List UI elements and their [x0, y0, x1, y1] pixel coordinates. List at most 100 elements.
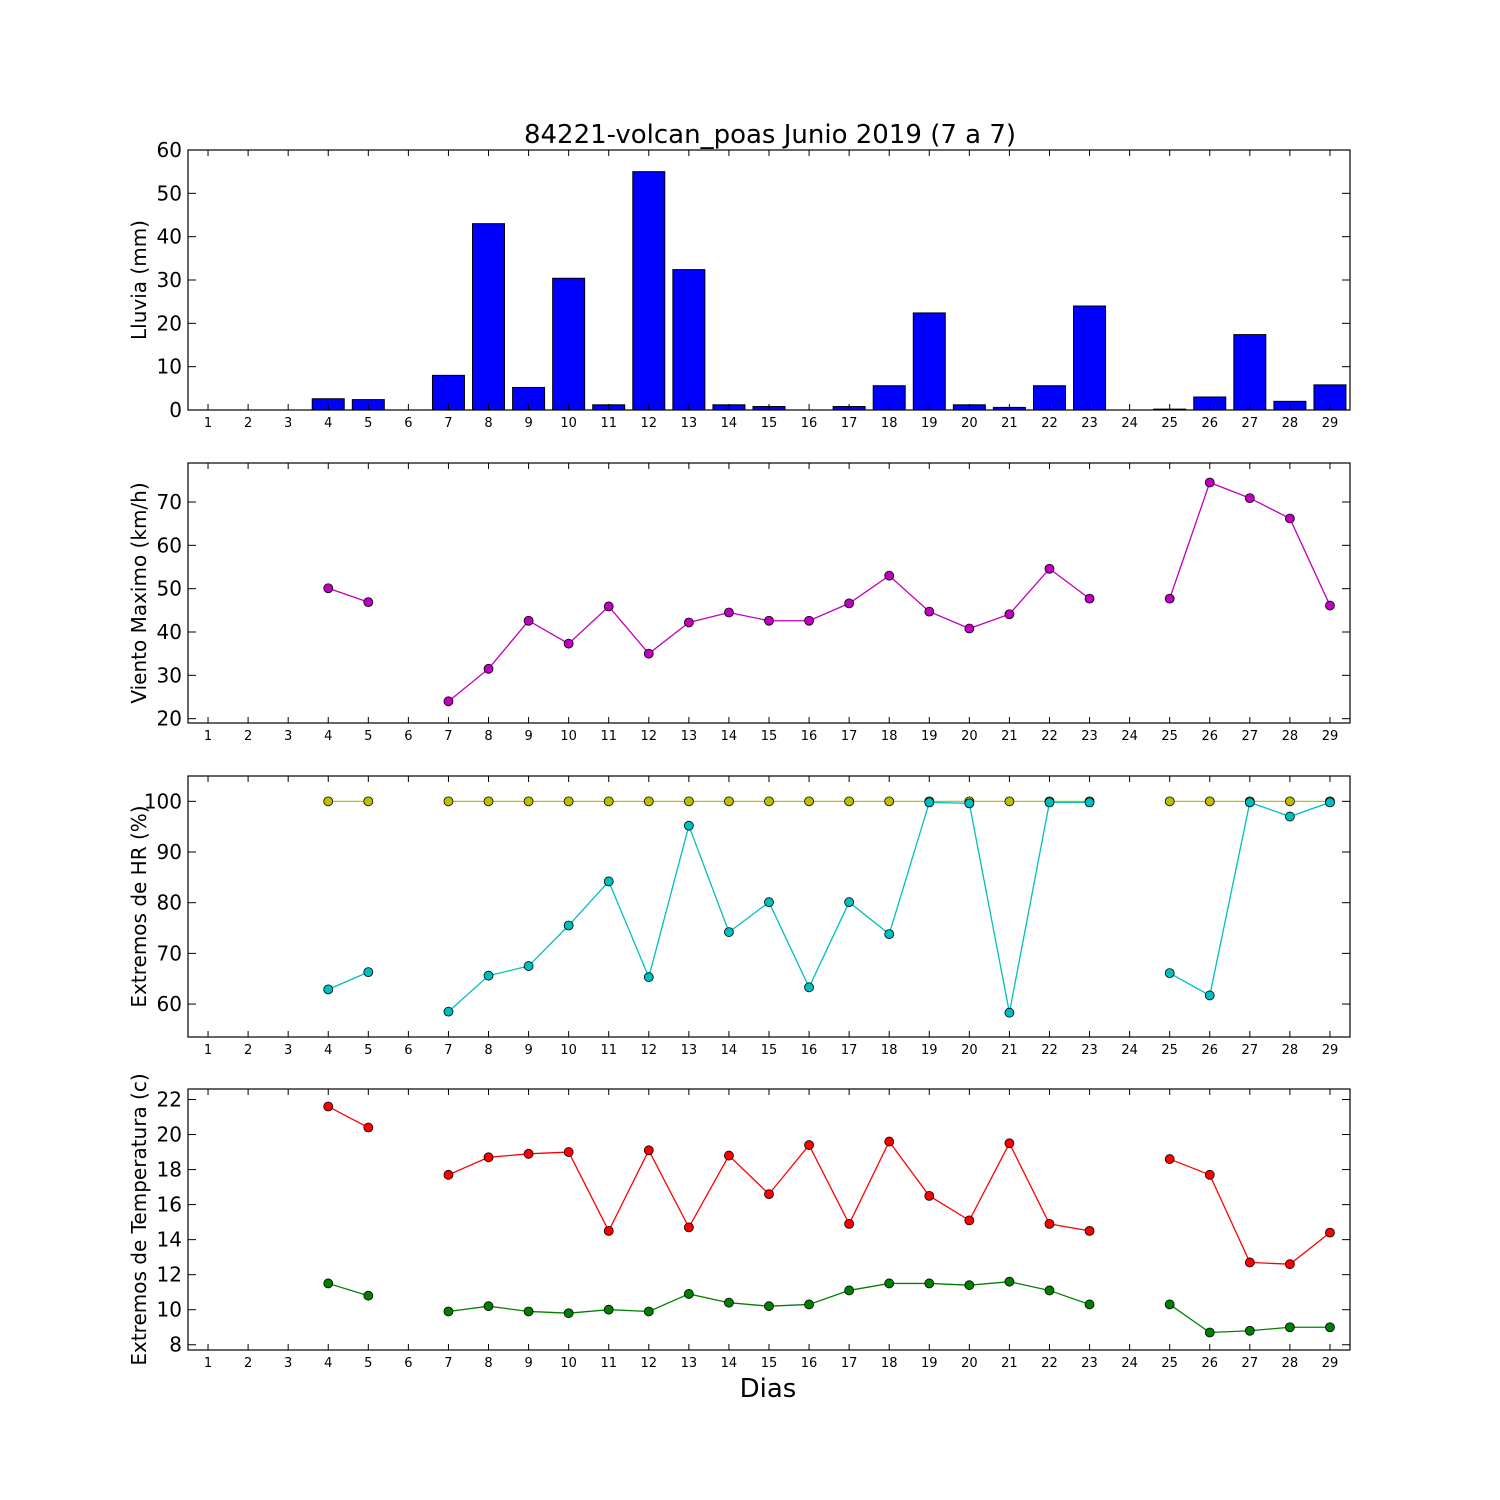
data-point-day-14: [724, 796, 734, 807]
x-tick-label: 1: [204, 416, 212, 431]
x-tick-label: 26: [1201, 1043, 1218, 1058]
y-tick-label: 70: [157, 941, 182, 965]
x-tick-label: 28: [1282, 729, 1299, 744]
x-tick-label: 6: [404, 416, 412, 431]
data-point-day-28: [1284, 811, 1295, 822]
data-point-day-5: [363, 1290, 374, 1301]
data-point-day-13: [683, 796, 694, 807]
data-point-day-26: [1204, 477, 1215, 488]
data-point-day-18: [884, 1136, 895, 1147]
data-point-day-27: [1244, 797, 1255, 808]
data-point-day-11: [603, 601, 614, 612]
data-point-day-14: [724, 607, 734, 618]
x-tick-label: 25: [1161, 729, 1178, 744]
data-point-day-14: [724, 1297, 734, 1308]
data-point-day-20: [964, 1280, 975, 1291]
x-tick-label: 19: [921, 1356, 938, 1371]
data-point-day-26: [1204, 1327, 1215, 1338]
y-tick-label: 90: [157, 840, 182, 864]
x-tick-label: 25: [1161, 1356, 1178, 1371]
data-point-day-15: [764, 1301, 774, 1312]
x-tick-label: 16: [801, 416, 818, 431]
y-tick-label: 100: [144, 789, 182, 813]
x-tick-label: 28: [1282, 1356, 1299, 1371]
x-tick-label: 22: [1041, 416, 1058, 431]
y-tick-label: 16: [157, 1193, 182, 1217]
x-tick-label: 29: [1322, 1356, 1339, 1371]
plot-frame: [187, 149, 1351, 411]
x-tick-label: 14: [721, 416, 738, 431]
data-point-day-9: [523, 1306, 534, 1317]
x-tick-label: 8: [484, 1356, 492, 1371]
y-axis-label: Extremos de HR (%): [127, 805, 151, 1007]
data-point-day-22: [1044, 797, 1055, 808]
data-point-day-21: [1004, 1007, 1015, 1018]
data-point-day-8: [483, 1301, 494, 1312]
x-tick-label: 12: [641, 729, 658, 744]
x-tick-label: 6: [404, 1043, 412, 1058]
data-point-day-10: [563, 638, 574, 649]
data-point-day-22: [1044, 1285, 1055, 1296]
data-point-day-4: [323, 1101, 334, 1112]
bar-day-23: [1073, 305, 1107, 411]
x-tick-label: 14: [721, 1356, 738, 1371]
panel-1: 1 2 3 4 5 6 7 8 9 10 11 12 13 14 15 16 17 18 19 20 21 22 23 24 2…: [127, 138, 1351, 431]
x-tick-label: 10: [560, 729, 577, 744]
series-1: [323, 1101, 1335, 1270]
x-tick-label: 27: [1242, 729, 1259, 744]
data-point-day-17: [844, 598, 855, 609]
chart-title: 84221-volcan_poas Junio 2019 (7 a 7): [524, 120, 1016, 150]
panel-3: 1 2 3 4 5 6 7 8 9 10 11 12 13 14 15 16 17 18 19 20 21 22 23 24 2…: [127, 775, 1351, 1058]
data-point-day-22: [1044, 563, 1055, 574]
bar-day-19: [912, 312, 946, 411]
x-tick-label: 22: [1041, 1356, 1058, 1371]
y-tick-label: 50: [157, 181, 182, 205]
x-tick-label: 7: [444, 1356, 452, 1371]
data-point-day-8: [483, 796, 494, 807]
x-tick-label: 21: [1001, 1356, 1018, 1371]
data-point-day-17: [844, 897, 855, 908]
x-tick-label: 29: [1322, 1043, 1339, 1058]
x-tick-label: 9: [524, 1043, 532, 1058]
data-point-day-16: [804, 615, 814, 626]
x-tick-label: 10: [560, 1043, 577, 1058]
bar-day-12: [632, 171, 666, 411]
y-tick-label: 14: [157, 1228, 182, 1252]
x-axis-label: Dias: [740, 1374, 797, 1404]
data-point-day-21: [1004, 1276, 1015, 1287]
x-tick-label: 22: [1041, 729, 1058, 744]
x-tick-label: 14: [721, 1043, 738, 1058]
x-tick-label: 19: [921, 1043, 938, 1058]
y-axis-label: Lluvia (mm): [127, 220, 151, 340]
y-tick-label: 12: [157, 1263, 182, 1287]
x-tick-label: 4: [324, 1043, 332, 1058]
series-line: [328, 587, 369, 603]
x-tick-label: 23: [1081, 729, 1098, 744]
data-point-day-18: [884, 570, 895, 581]
x-tick-label: 4: [324, 729, 332, 744]
x-tick-label: 25: [1161, 416, 1178, 431]
x-tick-label: 26: [1201, 1356, 1218, 1371]
y-tick-label: 0: [169, 398, 182, 422]
data-point-day-16: [804, 1140, 814, 1150]
data-point-day-29: [1325, 600, 1335, 611]
data-point-day-26: [1204, 990, 1215, 1001]
data-point-day-12: [643, 972, 654, 983]
y-tick-label: 60: [157, 992, 182, 1016]
data-point-day-12: [643, 1145, 654, 1156]
data-point-day-8: [483, 1152, 494, 1163]
data-point-day-21: [1004, 796, 1015, 807]
x-tick-label: 8: [484, 729, 492, 744]
data-point-day-10: [563, 796, 574, 807]
data-point-day-18: [884, 1278, 895, 1289]
x-tick-label: 1: [204, 729, 212, 744]
data-point-day-28: [1284, 796, 1295, 807]
y-tick-label: 22: [157, 1088, 182, 1112]
data-point-day-14: [724, 927, 734, 937]
x-tick-label: 16: [801, 1043, 818, 1058]
y-axis-label: Extremos de Temperatura (c): [127, 1073, 151, 1365]
data-point-day-25: [1164, 796, 1175, 807]
data-point-day-18: [884, 929, 895, 940]
data-point-day-10: [563, 1147, 574, 1157]
